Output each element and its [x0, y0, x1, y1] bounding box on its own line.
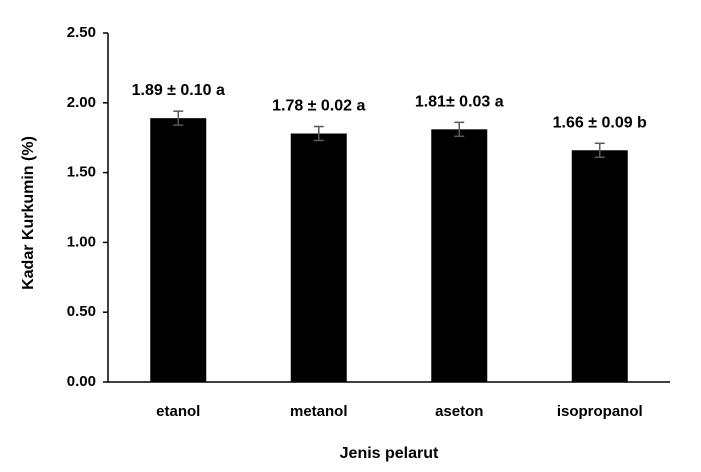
x-category-label: aseton [435, 403, 483, 420]
y-tick-label: 1.00 [67, 233, 96, 250]
x-category-label: isopropanol [557, 403, 643, 420]
bar [431, 129, 488, 382]
x-category-label: etanol [156, 403, 200, 420]
data-label: 1.66 ± 0.09 b [553, 114, 647, 131]
y-tick-label: 1.50 [67, 164, 96, 181]
y-axis-title: Kadar Kurkumin (%) [20, 136, 37, 290]
y-tick-label: 0.50 [67, 303, 96, 320]
data-label: 1.81± 0.03 a [415, 93, 504, 110]
error-bars [173, 110, 605, 158]
x-axis-title: Jenis pelarut [340, 445, 439, 462]
bar [571, 150, 628, 382]
y-axis-ticks: 0.00 0.50 1.00 1.50 2.00 2.50 [67, 24, 108, 390]
bar [290, 133, 347, 382]
y-tick-label: 0.00 [67, 373, 96, 390]
x-category-label: metanol [290, 403, 348, 420]
x-axis-categories: etanol metanol aseton isopropanol [156, 403, 643, 420]
bar [150, 118, 207, 382]
axes [107, 33, 670, 383]
y-tick-label: 2.00 [67, 94, 96, 111]
data-label: 1.78 ± 0.02 a [272, 98, 365, 115]
data-label: 1.89 ± 0.10 a [132, 82, 225, 99]
y-tick-label: 2.50 [67, 24, 96, 41]
data-labels: 1.89 ± 0.10 a 1.78 ± 0.02 a 1.81± 0.03 a 1.… [132, 82, 647, 131]
bars [150, 118, 628, 382]
